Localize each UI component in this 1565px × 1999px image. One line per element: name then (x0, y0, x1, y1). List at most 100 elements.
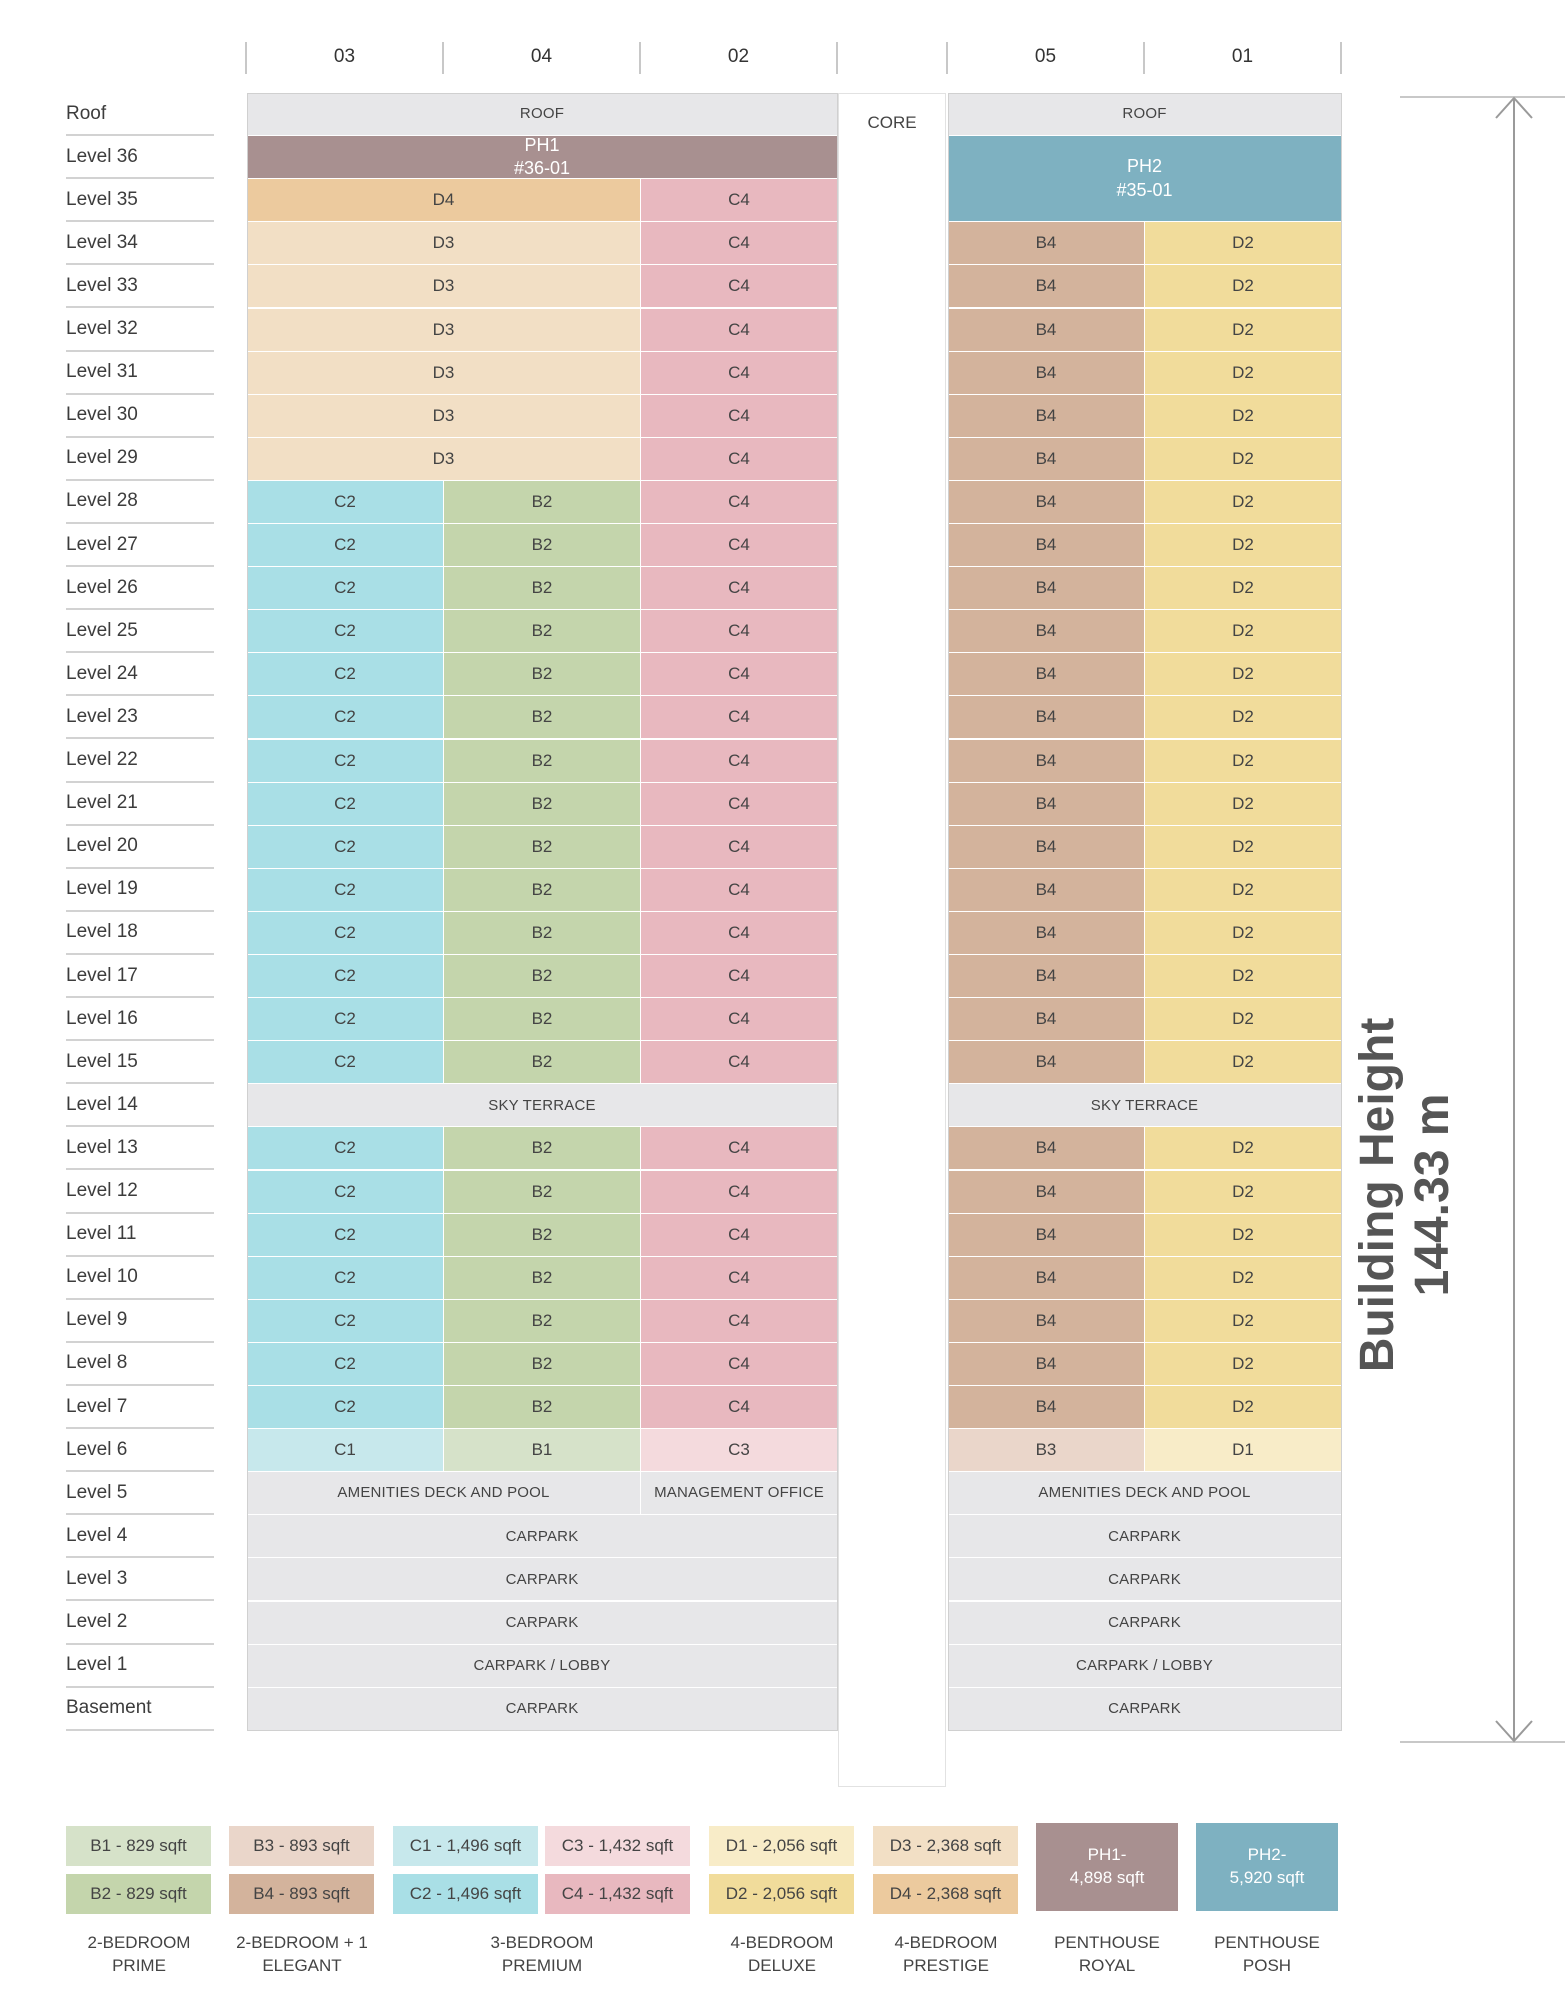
carpark-right: CARPARK (948, 1515, 1342, 1559)
column-divider (639, 42, 641, 74)
amenities-deck-left: AMENITIES DECK AND POOL (247, 1472, 641, 1516)
unit-c2: C2 (247, 1127, 444, 1171)
unit-c2: C2 (247, 567, 444, 611)
level-label: Level 4 (66, 1515, 214, 1559)
unit-c2: C2 (247, 955, 444, 999)
legend-c2: C2 - 1,496 sqft (393, 1874, 538, 1914)
unit-b4: B4 (948, 739, 1145, 783)
unit-c4: C4 (641, 1299, 838, 1343)
column-divider (245, 42, 247, 74)
unit-c4: C4 (641, 1256, 838, 1300)
unit-c4: C4 (641, 696, 838, 740)
unit-b2: B2 (444, 480, 641, 524)
level-label: Level 24 (66, 653, 214, 697)
unit-c4: C4 (641, 351, 838, 395)
unit-c2: C2 (247, 1342, 444, 1386)
unit-c4: C4 (641, 739, 838, 783)
unit-d3: D3 (247, 437, 641, 481)
unit-c4: C4 (641, 1127, 838, 1171)
unit-b4: B4 (948, 567, 1145, 611)
legend-ph1: PH1- 4,898 sqft (1036, 1823, 1178, 1911)
category-line: PRESTIGE (903, 1955, 989, 1975)
unit-c4: C4 (641, 265, 838, 309)
unit-b4: B4 (948, 782, 1145, 826)
unit-c4: C4 (641, 179, 838, 223)
unit-c4: C4 (641, 524, 838, 568)
unit-b4: B4 (948, 1299, 1145, 1343)
unit-c4: C4 (641, 998, 838, 1042)
unit-b2: B2 (444, 825, 641, 869)
unit-b4: B4 (948, 524, 1145, 568)
unit-c2: C2 (247, 1256, 444, 1300)
legend-category-2-bedroom-prime: 2-BEDROOM PRIME (50, 1932, 228, 1978)
unit-d2: D2 (1145, 480, 1342, 524)
level-label: Level 5 (66, 1472, 214, 1516)
level-label: Level 31 (66, 352, 214, 395)
unit-ph2: PH2 #35-01 (948, 136, 1342, 223)
column-divider (836, 42, 838, 74)
level-label: Roof (66, 93, 214, 137)
unit-c2: C2 (247, 1213, 444, 1257)
legend-d2: D2 - 2,056 sqft (709, 1874, 854, 1914)
unit-b2: B2 (444, 1213, 641, 1257)
unit-b4: B4 (948, 696, 1145, 740)
roof-left: ROOF (247, 93, 838, 137)
level-label: Level 11 (66, 1214, 214, 1257)
unit-c4: C4 (641, 1170, 838, 1214)
level-label: Level 26 (66, 567, 214, 611)
unit-d2: D2 (1145, 394, 1342, 438)
legend-d1: D1 - 2,056 sqft (709, 1826, 854, 1866)
carpark-left: CARPARK (247, 1601, 838, 1645)
unit-d2: D2 (1145, 308, 1342, 352)
level-label: Level 12 (66, 1171, 214, 1214)
category-line: PREMIUM (501, 1955, 583, 1975)
level-label: Level 14 (66, 1084, 214, 1128)
category-line: DELUXE (747, 1955, 817, 1975)
legend-ph2: PH2- 5,920 sqft (1196, 1823, 1338, 1911)
legend-d4: D4 - 2,368 sqft (873, 1874, 1018, 1914)
cell-text-line: #36-01 (513, 158, 571, 179)
legend-b2: B2 - 829 sqft (66, 1874, 211, 1914)
legend-c3: C3 - 1,432 sqft (545, 1826, 690, 1866)
level-label: Level 32 (66, 309, 214, 352)
unit-b4: B4 (948, 955, 1145, 999)
level-label: Level 36 (66, 136, 214, 180)
unit-b2: B2 (444, 610, 641, 654)
unit-b2: B2 (444, 782, 641, 826)
level-label: Level 2 (66, 1602, 214, 1645)
unit-c1: C1 (247, 1429, 444, 1473)
level-label: Level 30 (66, 395, 214, 438)
unit-d2: D2 (1145, 955, 1342, 999)
unit-b4: B4 (948, 911, 1145, 955)
category-line: PRIME (112, 1955, 166, 1975)
level-label: Level 34 (66, 222, 214, 266)
unit-d2: D2 (1145, 610, 1342, 654)
unit-c2: C2 (247, 480, 444, 524)
unit-b2: B2 (444, 868, 641, 912)
legend-b1: B1 - 829 sqft (66, 1826, 211, 1866)
unit-c4: C4 (641, 480, 838, 524)
level-label: Level 28 (66, 481, 214, 524)
legend-category-4-bedroom-prestige: 4-BEDROOM PRESTIGE (857, 1932, 1035, 1978)
level-label: Level 27 (66, 524, 214, 568)
legend-category-3-bedroom-premium: 3-BEDROOM PREMIUM (430, 1932, 654, 1978)
unit-c2: C2 (247, 524, 444, 568)
unit-d2: D2 (1145, 825, 1342, 869)
unit-b4: B4 (948, 265, 1145, 309)
legend-category-penthouse-posh: PENTHOUSE POSH (1180, 1932, 1354, 1978)
unit-b4: B4 (948, 1342, 1145, 1386)
unit-d2: D2 (1145, 868, 1342, 912)
cell-text-line: PH2 (1126, 156, 1162, 177)
unit-b4: B4 (948, 1386, 1145, 1430)
unit-d2: D2 (1145, 911, 1342, 955)
basement-carpark-right: CARPARK (948, 1687, 1342, 1731)
unit-c2: C2 (247, 739, 444, 783)
unit-c4: C4 (641, 868, 838, 912)
legend-category-penthouse-royal: PENTHOUSE ROYAL (1020, 1932, 1194, 1978)
legend-ph2-line2: 5,920 sqft (1229, 1868, 1305, 1887)
unit-b4: B4 (948, 653, 1145, 697)
level-label: Level 15 (66, 1041, 214, 1085)
legend-ph1-line1: PH1- (1087, 1845, 1127, 1865)
unit-d2: D2 (1145, 437, 1342, 481)
building-height-label: Building Height 144.33 m (1350, 1018, 1460, 1373)
